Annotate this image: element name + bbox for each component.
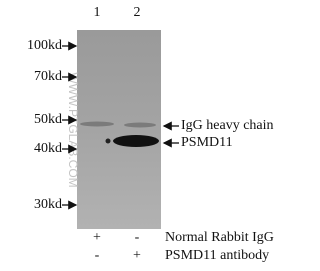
figure: WWW.PTGLAB.COM 1 2 100kd 70kd 50kd 40kd … (0, 0, 294, 271)
treatment-label: PSMD11 antibody (165, 248, 269, 263)
marker-label: 50kd (34, 112, 62, 127)
marker-label: 40kd (34, 141, 62, 156)
band (113, 135, 159, 147)
sign: - (95, 248, 100, 263)
treatment-label: Normal Rabbit IgG (165, 230, 274, 245)
band-label: PSMD11 (181, 135, 233, 150)
band (106, 139, 111, 144)
band-label: IgG heavy chain (181, 118, 274, 133)
band (80, 122, 114, 127)
band (124, 123, 156, 128)
sign: - (135, 230, 140, 245)
blot (77, 30, 161, 229)
watermark: WWW.PTGLAB.COM (66, 72, 80, 187)
sign: + (133, 248, 141, 263)
lane-label: 2 (134, 5, 141, 20)
sign: + (93, 230, 101, 245)
lane-label: 1 (94, 5, 101, 20)
marker-label: 70kd (34, 69, 62, 84)
marker-label: 100kd (27, 38, 62, 53)
marker-label: 30kd (34, 197, 62, 212)
